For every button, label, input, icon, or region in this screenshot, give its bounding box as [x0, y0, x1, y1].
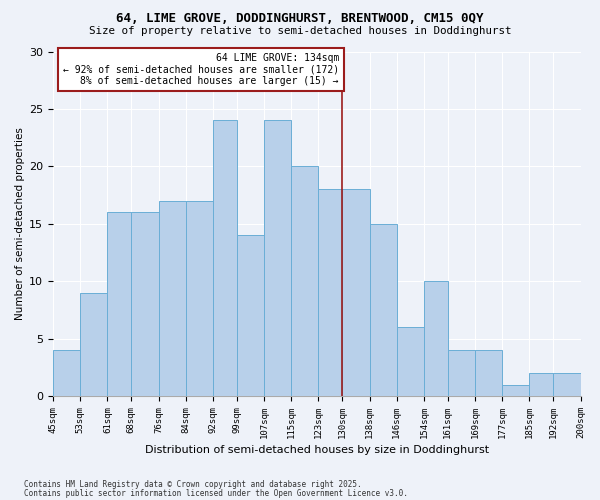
Bar — [529, 373, 553, 396]
Bar — [53, 350, 80, 396]
X-axis label: Distribution of semi-detached houses by size in Doddinghurst: Distribution of semi-detached houses by … — [145, 445, 489, 455]
Text: Contains HM Land Registry data © Crown copyright and database right 2025.: Contains HM Land Registry data © Crown c… — [24, 480, 362, 489]
Bar — [397, 327, 424, 396]
Bar — [158, 201, 186, 396]
Text: Size of property relative to semi-detached houses in Doddinghurst: Size of property relative to semi-detach… — [89, 26, 511, 36]
Y-axis label: Number of semi-detached properties: Number of semi-detached properties — [15, 128, 25, 320]
Bar — [370, 224, 397, 396]
Bar — [553, 373, 581, 396]
Text: 64, LIME GROVE, DODDINGHURST, BRENTWOOD, CM15 0QY: 64, LIME GROVE, DODDINGHURST, BRENTWOOD,… — [116, 12, 484, 26]
Bar — [264, 120, 291, 396]
Bar — [237, 236, 264, 396]
Bar — [502, 384, 529, 396]
Bar — [80, 292, 107, 396]
Bar — [475, 350, 502, 396]
Bar — [291, 166, 319, 396]
Bar — [107, 212, 131, 396]
Text: 64 LIME GROVE: 134sqm
← 92% of semi-detached houses are smaller (172)
8% of semi: 64 LIME GROVE: 134sqm ← 92% of semi-deta… — [63, 53, 339, 86]
Bar — [319, 190, 342, 396]
Bar — [448, 350, 475, 396]
Bar — [186, 201, 213, 396]
Bar — [424, 281, 448, 396]
Bar — [213, 120, 237, 396]
Text: Contains public sector information licensed under the Open Government Licence v3: Contains public sector information licen… — [24, 488, 408, 498]
Bar — [342, 190, 370, 396]
Bar — [131, 212, 158, 396]
